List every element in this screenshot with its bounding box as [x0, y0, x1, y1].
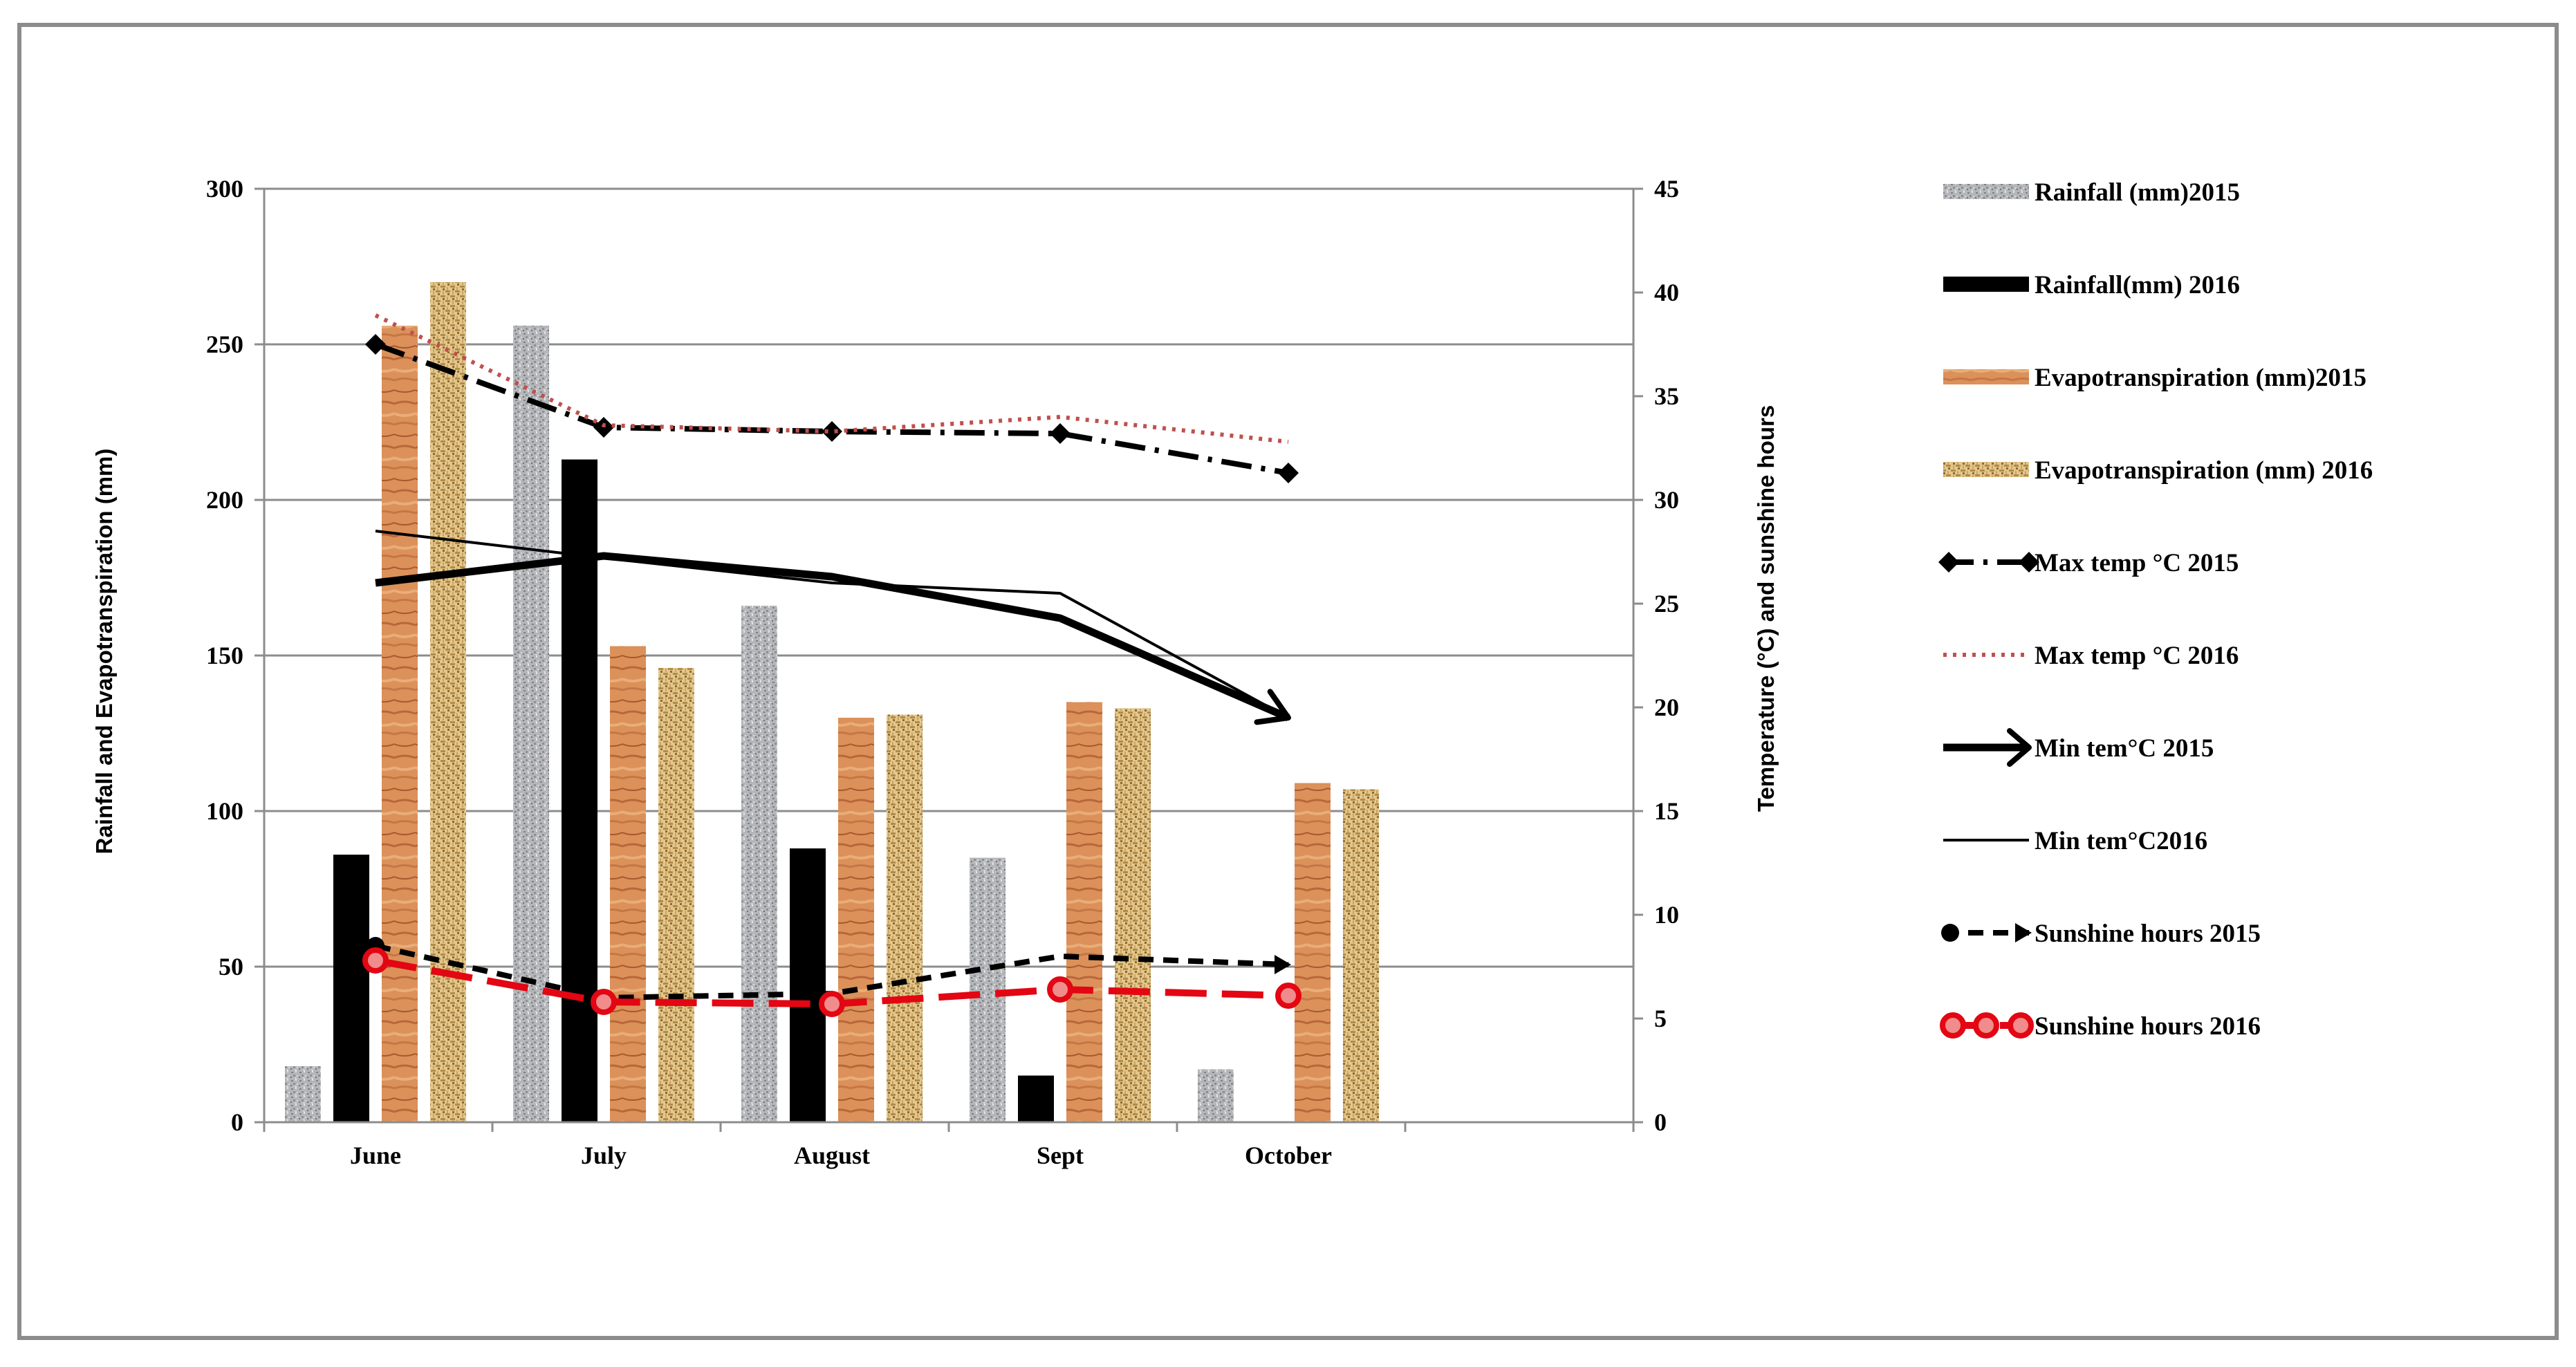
marker-max-temp-c-2015-june — [365, 334, 386, 355]
legend: Rainfall (mm)2015 Rainfall(mm) 2016 Evapot… — [1938, 178, 2373, 1041]
line-min-tem-c-2015 — [375, 552, 1290, 722]
y-left-tick-label: 150 — [206, 642, 243, 669]
marker-max-temp-c-2015-sept — [1050, 423, 1071, 444]
y-left-tick-label: 250 — [206, 331, 243, 358]
bar-rainfall-mm-2016-august — [790, 848, 826, 1122]
bar-rainfall-mm-2016-june — [333, 855, 369, 1122]
bar-evapotranspiration-mm-2015-july — [610, 646, 646, 1122]
y-right-tick-label: 40 — [1654, 279, 1679, 306]
y-right-tick-label: 35 — [1654, 382, 1679, 410]
y-left-tick-label: 300 — [206, 175, 243, 203]
y-right-tick-label: 15 — [1654, 797, 1679, 825]
marker-sunshine-hours-2016-sept — [1047, 976, 1073, 1003]
bar-evapotranspiration-mm-2015-august — [838, 718, 874, 1122]
y-right-tick-label: 25 — [1654, 590, 1679, 617]
x-tick-label-june: June — [350, 1142, 401, 1169]
legend-marker-end-sunshine-hours-2016 — [2008, 1012, 2034, 1039]
arrowhead-sunshine-hours-2015 — [1275, 955, 1291, 974]
marker-max-temp-c-2015-october — [1278, 463, 1299, 483]
y-right-tick-label: 0 — [1654, 1108, 1667, 1136]
legend-marker-sunshine-hours-2015 — [1941, 924, 1959, 942]
legend-label-max-temp-c-2016: Max temp °C 2016 — [2035, 642, 2239, 670]
line-min-tem-c2016 — [375, 530, 1289, 719]
axes-group: 0 50 100 150 200 250 300 0 5 10 15 20 25 30 35 40 45 June… — [206, 175, 1679, 1169]
legend-arrowhead-sunshine-hours-2015 — [2015, 923, 2032, 942]
gridlines — [264, 187, 1633, 968]
legend-label-evapotranspiration-mm-2015: Evapotranspiration (mm)2015 — [2035, 364, 2366, 392]
bar-evapotranspiration-mm-2016-july — [658, 668, 694, 1122]
legend-label-evapotranspiration-mm-2016: Evapotranspiration (mm) 2016 — [2035, 456, 2373, 485]
marker-sunshine-hours-2016-july — [591, 989, 617, 1015]
bar-rainfall-mm-2016-sept — [1018, 1075, 1054, 1122]
legend-marker-mid-sunshine-hours-2016 — [1973, 1012, 1999, 1039]
marker-sunshine-hours-2016-october — [1275, 983, 1301, 1009]
bar-rainfall-mm-2015-august — [741, 606, 777, 1122]
marker-max-temp-c-2015-august — [822, 421, 842, 442]
legend-label-sunshine-hours-2016: Sunshine hours 2016 — [2035, 1012, 2261, 1041]
bar-rainfall-mm-2015-july — [513, 326, 549, 1122]
x-tick-label-october: October — [1245, 1142, 1332, 1169]
y-right-tick-label: 5 — [1654, 1005, 1667, 1032]
y-left-tick-label: 100 — [206, 797, 243, 825]
legend-swatch-rainfall-mm-2015 — [1943, 184, 2029, 199]
legend-marker-max-temp-c-2015 — [1938, 552, 1959, 573]
legend-swatch-evapotranspiration-mm-2015 — [1943, 369, 2029, 384]
bar-evapotranspiration-mm-2015-june — [382, 326, 418, 1122]
bar-evapotranspiration-mm-2016-june — [430, 282, 466, 1122]
bar-series-group — [285, 282, 1379, 1122]
legend-label-min-tem-c2016: Min tem°C2016 — [2035, 827, 2207, 855]
x-tick-label-july: July — [581, 1142, 627, 1169]
line-max-temp-c-2015 — [374, 342, 1289, 476]
legend-swatch-evapotranspiration-mm-2016 — [1943, 462, 2029, 477]
line-max-temp-c-2016 — [374, 313, 1289, 444]
marker-sunshine-hours-2016-august — [819, 991, 845, 1017]
y-right-tick-label: 20 — [1654, 694, 1679, 721]
legend-label-min-tem-c-2015: Min tem°C 2015 — [2035, 734, 2214, 763]
bar-rainfall-mm-2015-june — [285, 1066, 321, 1122]
y-right-tick-label: 30 — [1654, 486, 1679, 514]
legend-label-rainfall-mm-2015: Rainfall (mm)2015 — [2035, 178, 2240, 207]
y-right-tick-label: 45 — [1654, 175, 1679, 203]
y-left-tick-label: 200 — [206, 486, 243, 514]
bar-evapotranspiration-mm-2015-sept — [1066, 702, 1102, 1122]
line-series-group — [362, 313, 1301, 1017]
bar-evapotranspiration-mm-2016-sept — [1115, 708, 1151, 1122]
legend-label-max-temp-c-2015: Max temp °C 2015 — [2035, 549, 2239, 577]
x-tick-label-sept: Sept — [1037, 1142, 1084, 1169]
legend-arrowhead-min-tem-c-2015 — [2007, 728, 2032, 767]
legend-marker-sunshine-hours-2016 — [1940, 1012, 1966, 1039]
y-left-tick-label: 0 — [231, 1108, 243, 1136]
bar-evapotranspiration-mm-2016-august — [887, 714, 923, 1122]
legend-label-rainfall-mm-2016: Rainfall(mm) 2016 — [2035, 271, 2240, 299]
legend-swatch-rainfall-mm-2016 — [1943, 277, 2029, 292]
y-left-axis-title: Rainfall and Evapotranspiration (mm) — [91, 449, 117, 855]
marker-sunshine-hours-2016-june — [362, 947, 389, 974]
bar-rainfall-mm-2016-july — [562, 459, 597, 1122]
x-tick-label-august: August — [794, 1142, 870, 1169]
y-left-tick-label: 50 — [219, 953, 243, 980]
legend-marker-end-max-temp-c-2015 — [2019, 552, 2039, 573]
legend-label-sunshine-hours-2015: Sunshine hours 2015 — [2035, 920, 2261, 948]
bar-rainfall-mm-2015-october — [1198, 1069, 1234, 1122]
bar-evapotranspiration-mm-2016-october — [1343, 789, 1379, 1122]
bar-evapotranspiration-mm-2015-october — [1295, 783, 1331, 1122]
y-right-axis-title: Temperature (°C) and sunshine hours — [1753, 405, 1779, 812]
y-right-tick-label: 10 — [1654, 901, 1679, 929]
